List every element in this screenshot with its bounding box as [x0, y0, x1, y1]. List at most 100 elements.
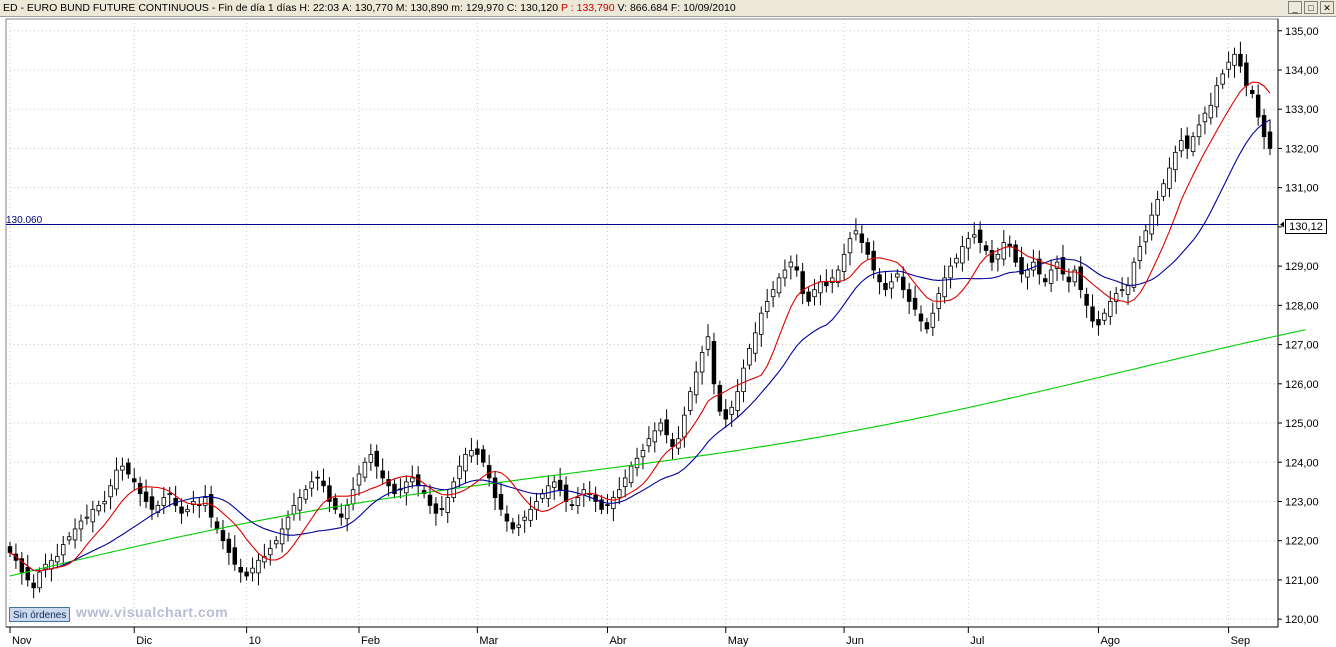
- candle-body: [114, 469, 119, 490]
- candle-body: [1031, 261, 1036, 271]
- candle-body: [634, 457, 640, 469]
- candle-body: [66, 536, 72, 541]
- candle-body: [327, 485, 332, 502]
- candle-body: [1267, 131, 1273, 149]
- candle-body: [498, 494, 504, 510]
- candle-body: [315, 476, 320, 479]
- candle-body: [806, 291, 811, 302]
- candle-body: [457, 465, 462, 480]
- y-tick-label: 126,00: [1285, 379, 1319, 391]
- candle-body: [179, 506, 184, 514]
- candle-body: [439, 508, 445, 510]
- candle-body: [995, 253, 1001, 260]
- candle-body: [1143, 230, 1149, 243]
- candle-body: [865, 242, 870, 255]
- candle-body: [688, 391, 693, 411]
- candle-body: [812, 289, 817, 298]
- minimize-button[interactable]: _: [1288, 1, 1302, 14]
- candle-body: [368, 454, 374, 463]
- candle-body: [983, 245, 989, 251]
- candle-body: [102, 501, 107, 505]
- candle-body: [1244, 62, 1249, 87]
- window-controls: _ □ ✕: [1288, 1, 1334, 14]
- candle-body: [7, 546, 13, 553]
- candle-body: [451, 481, 456, 498]
- x-tick-label: 10: [249, 635, 261, 647]
- x-tick-label: Abr: [609, 635, 626, 647]
- field-m-label: M:: [395, 2, 408, 14]
- candle-body: [1096, 319, 1101, 326]
- candle-body: [1013, 244, 1018, 263]
- candle-body: [930, 312, 936, 328]
- x-tick-label: Dic: [136, 635, 152, 647]
- candle-body: [492, 477, 498, 498]
- candle-body: [220, 530, 226, 542]
- price-chart[interactable]: 135,00134,00133,00132,00131,00130,00129,…: [0, 17, 1336, 647]
- candle-body: [1108, 301, 1113, 317]
- field-v-value: 866.684: [629, 2, 668, 14]
- candle-body: [1208, 104, 1214, 119]
- candle-body: [824, 281, 829, 287]
- candle-body: [770, 289, 776, 298]
- candle-body: [374, 450, 379, 467]
- candle-body: [800, 271, 805, 294]
- candle-body: [1226, 61, 1231, 70]
- candle-body: [563, 484, 569, 502]
- candle-body: [1113, 293, 1119, 302]
- candle-body: [226, 538, 232, 553]
- candle-body: [445, 497, 450, 513]
- candle-body: [753, 332, 758, 354]
- candle-body: [410, 477, 415, 483]
- candle-body: [486, 464, 492, 479]
- candle-body: [699, 352, 705, 373]
- candle-body: [835, 269, 841, 283]
- candle-body: [818, 281, 823, 294]
- close-button[interactable]: ✕: [1320, 1, 1334, 14]
- y-tick-label: 122,00: [1285, 536, 1319, 548]
- watermark: www.visualchart.com: [76, 604, 229, 620]
- candle-body: [853, 230, 859, 235]
- candle-body: [1037, 258, 1042, 275]
- candle-body: [977, 229, 983, 243]
- candle-body: [469, 450, 474, 457]
- candle-body: [788, 261, 794, 268]
- ma-mid-line: [9, 119, 1271, 572]
- candle-body: [149, 496, 155, 510]
- candle-body: [877, 274, 882, 283]
- y-tick-label: 135,00: [1285, 26, 1319, 38]
- candle-body: [321, 480, 326, 487]
- candle-body: [895, 273, 900, 278]
- field-c-value: 130,120: [520, 2, 559, 14]
- candle-body: [362, 461, 368, 478]
- candle-body: [1066, 276, 1072, 283]
- candle-body: [244, 571, 249, 577]
- candle-body: [1155, 199, 1160, 216]
- candle-body: [871, 250, 876, 271]
- orders-status[interactable]: Sin órdenes: [9, 607, 71, 622]
- maximize-button[interactable]: □: [1304, 1, 1318, 14]
- candle-body: [143, 491, 149, 502]
- candle-body: [285, 516, 291, 530]
- candle-body: [131, 478, 137, 483]
- x-tick-label: Nov: [12, 635, 32, 647]
- candle-body: [652, 430, 658, 443]
- candle-body: [1078, 266, 1083, 291]
- candle-body: [948, 265, 953, 279]
- field-h-value: 22:03: [312, 2, 340, 14]
- candle-body: [344, 504, 350, 520]
- candle-body: [202, 497, 208, 506]
- candle-body: [339, 513, 344, 518]
- y-tick-label: 125,00: [1285, 418, 1319, 430]
- candle-body: [741, 367, 746, 393]
- candle-body: [232, 547, 238, 565]
- candle-body: [1250, 89, 1255, 94]
- candle-body: [605, 504, 610, 507]
- candle-body: [711, 341, 717, 385]
- candle-body: [954, 257, 959, 264]
- candle-body: [551, 481, 557, 488]
- candle-body: [463, 454, 468, 472]
- candle-body: [37, 571, 42, 589]
- candle-body: [350, 489, 356, 505]
- candle-body: [356, 473, 362, 486]
- candle-body: [569, 504, 575, 507]
